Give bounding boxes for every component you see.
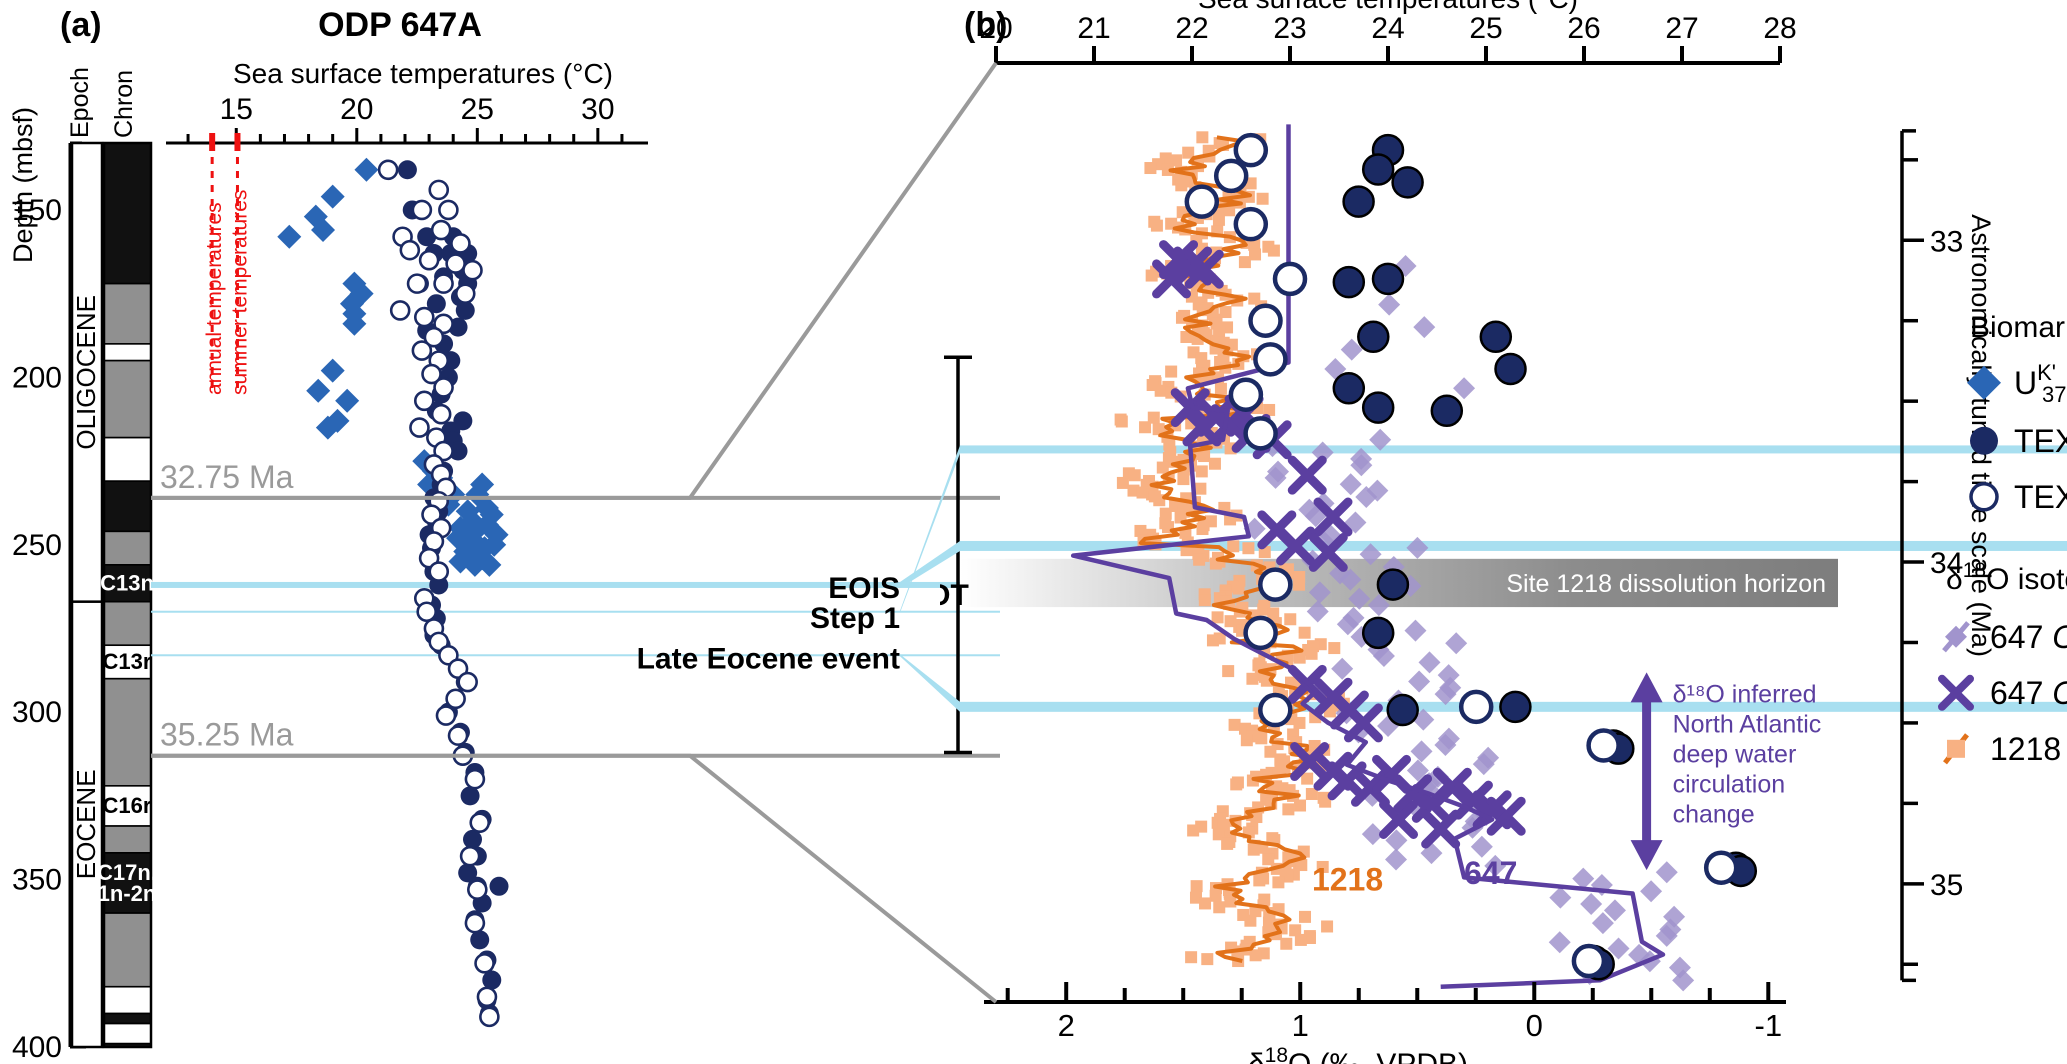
depth-axis-label: Depth (mbsf): [8, 107, 38, 263]
age-tick-label: 33: [1930, 225, 1963, 258]
event-band-a: [151, 581, 1000, 588]
sst-tick-label-b: 25: [1469, 12, 1502, 45]
epoch-header: Epoch: [66, 67, 94, 138]
panel-b-svg: (b)202122232425262728Sea surface tempera…: [940, 0, 2067, 1064]
sst-tick-label-b: 20: [979, 12, 1012, 45]
eot-label: EOT: [940, 579, 969, 612]
bayspar-points-b: [1184, 132, 1739, 979]
depth-tick-label: 350: [12, 864, 62, 897]
tie-label: 32.75 Ma: [160, 459, 294, 495]
sst-tick-label-a: 30: [581, 93, 614, 126]
depth-tick-label: 300: [12, 696, 62, 729]
sst-tick-label-b: 23: [1273, 12, 1306, 45]
chron-column: [102, 141, 153, 1049]
annotation-line: deep water: [1673, 740, 1797, 768]
chron-label: C13r: [103, 649, 152, 674]
legend-isotopes-title: δ18O isotopes:: [1946, 559, 2067, 596]
series-647-line: [1070, 124, 1666, 990]
panel-b-letter: (b): [964, 6, 1007, 44]
legend-biomarkers-title: Biomarkers:: [1970, 311, 2067, 344]
sst-axis-label-a: Sea surface temperatures (°C): [233, 58, 613, 89]
annotation-line: circulation: [1673, 770, 1786, 798]
label-1218: 1218: [1312, 861, 1383, 897]
epoch-label: EOCENE: [71, 769, 101, 879]
sst-tick-label-b: 24: [1371, 12, 1404, 45]
event-band-a: [151, 610, 1000, 613]
annotation-line: North Atlantic: [1673, 710, 1822, 738]
chron-label: C16r: [103, 793, 152, 818]
epoch-column: [70, 141, 104, 1049]
d18o-tick-label: 0: [1526, 1008, 1543, 1043]
panel-a-svg: (a) ODP 647A Depth (mbsf) Epoch Chron 150 200 2…: [8, 6, 1000, 1064]
tie-label: 35.25 Ma: [160, 717, 294, 753]
sst-tick-label-a: 20: [340, 93, 373, 126]
legend-umbonatus-diamond-icon: [1945, 625, 1967, 648]
legend-tex86h-label: TEX86H: [2014, 418, 2067, 467]
tex86h-points-b: [1332, 133, 1758, 981]
sst-tick-label-b: 28: [1763, 12, 1796, 45]
d18o-tick-label: -1: [1755, 1008, 1783, 1043]
sst-tick-label-b: 22: [1175, 12, 1208, 45]
legend-bayspar-label: TEX86- BAYSPAR: [2014, 479, 2067, 523]
event-band-b: [960, 540, 2067, 551]
depth-tick-label: 400: [12, 1031, 62, 1064]
legend-uk37-diamond-icon: [1967, 365, 2001, 400]
d18o-axis: [984, 982, 1786, 1004]
legend-1218cibs-label: 1218 Cibs spp.: [1990, 731, 2067, 767]
legend-bayspar-circle-icon: [1969, 482, 1999, 512]
calibration-label: annual temperatures: [203, 202, 226, 395]
panel-a: (a) ODP 647A Depth (mbsf) Epoch Chron 150 200 2…: [0, 0, 1000, 1064]
sst-tick-label-b: 21: [1077, 12, 1110, 45]
event-band-a: [151, 654, 1000, 657]
sst-tick-label-a: 25: [461, 93, 494, 126]
legend-umbonatus-label: 647 O. umbonatus: [1990, 619, 2067, 655]
depth-tick-label: 150: [12, 194, 62, 227]
age-tick-label: 34: [1930, 547, 1963, 580]
sst-axis-label-b: Sea surface temperatures (°C): [1198, 0, 1578, 14]
calibration-label: summer temperatures: [228, 190, 251, 395]
legend: Biomarkers: UK'37 TEX86H TEX86- BAYSPAR δ18O…: [1938, 311, 2067, 767]
age-axis: [1900, 129, 1924, 983]
legend-647cibs-label: 647 Cibs spp.: [1990, 675, 2067, 711]
age-tick-label: 35: [1930, 869, 1963, 902]
uk37-points-a: [277, 157, 509, 577]
legend-1218-square-icon: [1947, 739, 1965, 758]
eot-bracket: [944, 355, 972, 755]
legend-uk37-label: UK' 37: [2014, 360, 2066, 407]
d18o-axis-label: δ18O (‰, VPDB): [1248, 1044, 1468, 1064]
panel-a-title: ODP 647A: [318, 6, 482, 44]
sst-tick-label-b: 27: [1665, 12, 1698, 45]
chron-label: C17n.: [97, 860, 157, 885]
chron-header: Chron: [110, 70, 138, 138]
depth-tick-label: 200: [12, 361, 62, 394]
depth-tick-label: 250: [12, 529, 62, 562]
sst-tick-label-b: 26: [1567, 12, 1600, 45]
chron-label: 1n-2n: [98, 881, 157, 906]
sst-axis-b: [994, 46, 1782, 65]
d18o-tick-label: 2: [1058, 1008, 1075, 1043]
annotation-line: δ¹⁸O inferred: [1673, 680, 1817, 708]
panel-a-letter: (a): [60, 6, 102, 44]
annotation-line: change: [1673, 800, 1755, 828]
label-647: 647: [1464, 855, 1517, 891]
legend-tex86h-circle-icon: [1970, 426, 1998, 455]
d18o-tick-label: 1: [1292, 1008, 1309, 1043]
event-band-b: [960, 445, 2067, 454]
sst-tick-label-a: 15: [220, 93, 253, 126]
chron-label: C13n: [100, 570, 154, 595]
panel-b: (b)202122232425262728Sea surface tempera…: [940, 0, 2067, 1064]
circulation-change-arrow: [1630, 672, 1663, 871]
epoch-label: OLIGOCENE: [71, 295, 101, 450]
dissolution-label: Site 1218 dissolution horizon: [1506, 570, 1826, 598]
